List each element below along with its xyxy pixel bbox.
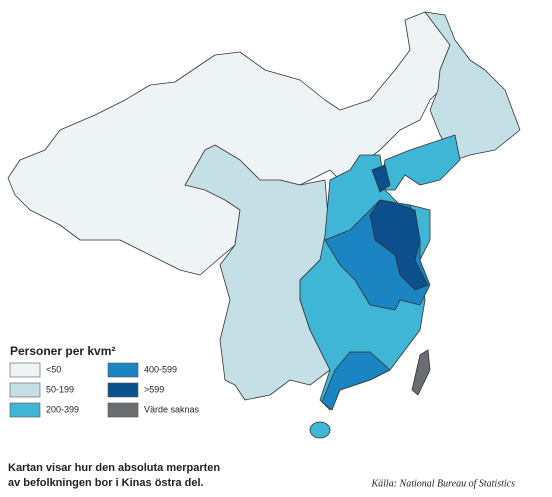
map — [7, 11, 521, 439]
region — [424, 11, 521, 161]
caption-line: av befolkningen bor i Kinas östra del. — [8, 477, 204, 489]
region — [309, 421, 331, 439]
region — [379, 134, 461, 191]
legend-label: 400-599 — [144, 364, 177, 374]
legend-label: 50-199 — [46, 384, 74, 394]
region — [321, 351, 391, 411]
region — [411, 349, 431, 396]
region — [369, 199, 429, 291]
legend-swatch — [107, 362, 139, 378]
region — [184, 144, 331, 401]
legend-swatch — [9, 382, 41, 398]
legend-swatch — [107, 402, 139, 418]
legend-label: <50 — [46, 364, 61, 374]
legend-label: 200-399 — [46, 404, 79, 414]
legend-label: >599 — [144, 384, 164, 394]
legend-title: Personer per kvm² — [10, 344, 115, 358]
legend: <50 50-199 200-399 400-599 >599 Värde saknas — [9, 362, 200, 418]
legend-swatch — [107, 382, 139, 398]
caption-line: Kartan visar hur den absoluta merparten — [8, 462, 220, 474]
region — [371, 164, 391, 193]
legend-swatch — [9, 362, 41, 378]
source: Källa: National Bureau of Statistics — [370, 478, 515, 489]
legend-swatch — [9, 402, 41, 418]
legend-label: Värde saknas — [144, 404, 200, 414]
